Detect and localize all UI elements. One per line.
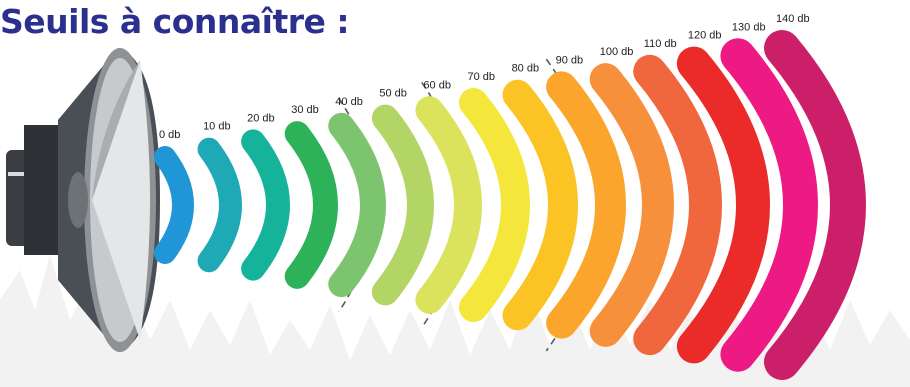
level-label: 80 db bbox=[512, 63, 540, 75]
band-100-db bbox=[589, 63, 674, 347]
band-40-db bbox=[328, 112, 386, 298]
band-10-db bbox=[197, 137, 242, 273]
level-label: 100 db bbox=[600, 46, 634, 58]
band-110-db bbox=[633, 54, 722, 356]
level-label: 40 db bbox=[335, 96, 363, 108]
level-label: 120 db bbox=[688, 30, 722, 42]
band-30-db bbox=[284, 121, 338, 289]
level-labels: 0 db 10 db 20 db 30 db 40 db 50 db 60 db 70 db 8… bbox=[159, 13, 810, 141]
level-label: 30 db bbox=[291, 104, 319, 116]
band-70-db bbox=[459, 88, 530, 322]
level-label: 0 db bbox=[159, 129, 180, 141]
level-label: 10 db bbox=[203, 121, 231, 133]
band-90-db bbox=[546, 71, 626, 339]
band-120-db bbox=[676, 46, 770, 364]
page-title: Seuils à connaître : bbox=[0, 2, 350, 41]
sound-bands bbox=[154, 30, 866, 380]
level-label: 90 db bbox=[556, 54, 584, 66]
band-0-db bbox=[154, 146, 194, 264]
level-label: 70 db bbox=[468, 71, 496, 83]
level-label: 140 db bbox=[776, 13, 810, 25]
band-80-db bbox=[502, 79, 578, 331]
level-label: 130 db bbox=[732, 21, 766, 33]
level-label: 110 db bbox=[644, 38, 677, 50]
band-20-db bbox=[241, 129, 290, 281]
level-label: 50 db bbox=[379, 88, 407, 100]
band-140-db bbox=[764, 30, 866, 380]
band-130-db bbox=[720, 38, 818, 372]
level-label: 60 db bbox=[423, 79, 451, 91]
band-60-db bbox=[415, 96, 482, 314]
level-label: 20 db bbox=[247, 112, 275, 124]
speaker-icon bbox=[6, 48, 160, 352]
band-50-db bbox=[371, 104, 434, 306]
